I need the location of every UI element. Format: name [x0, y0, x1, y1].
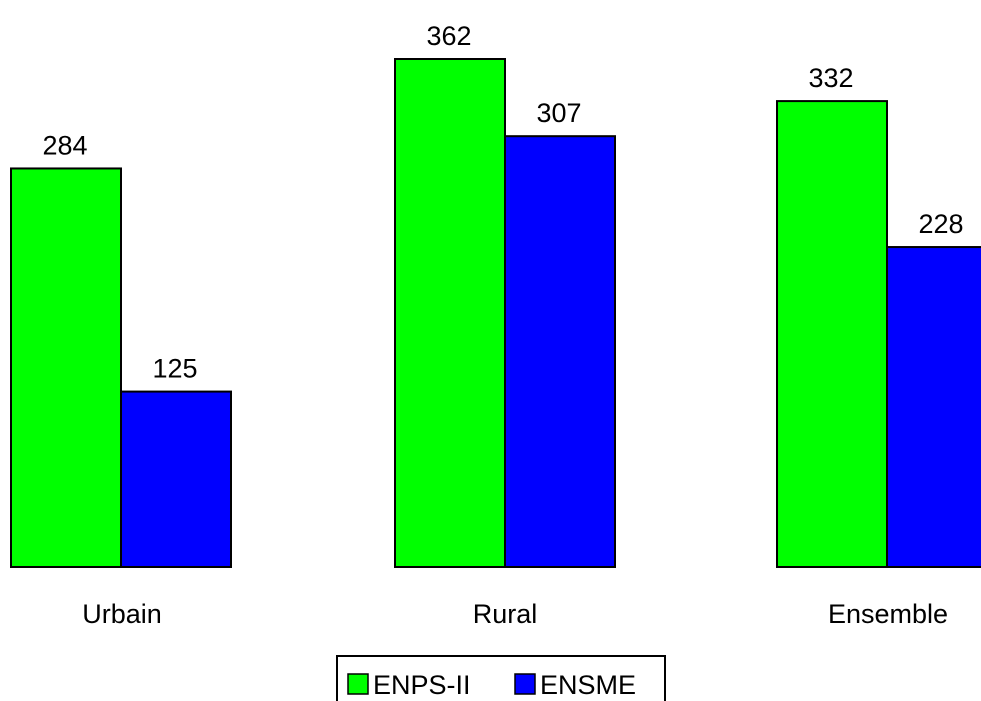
category-label-urbain: Urbain — [82, 599, 162, 629]
bar-ensemble-ensme — [886, 246, 981, 569]
data-label-ensemble-enps-ii: 332 — [808, 63, 853, 93]
bar-rural-enps-ii — [394, 58, 506, 568]
data-labels-group: 284 125 362 307 332 228 — [42, 21, 963, 384]
bars-group — [10, 58, 981, 569]
category-labels-group: Urbain Rural Ensemble — [82, 599, 948, 629]
data-label-ensemble-ensme: 228 — [918, 209, 963, 239]
legend-label-ensme: ENSME — [540, 670, 636, 700]
bar-urbain-ensme — [120, 390, 232, 568]
data-label-rural-enps-ii: 362 — [426, 21, 471, 51]
legend-border — [336, 655, 666, 701]
bar-ensemble-enps-ii — [776, 100, 888, 568]
data-label-urbain-ensme: 125 — [152, 354, 197, 384]
data-label-rural-ensme: 307 — [536, 98, 581, 128]
legend-swatch-ensme — [514, 673, 536, 695]
category-label-ensemble: Ensemble — [828, 599, 948, 629]
legend-label-enps-ii: ENPS-II — [373, 670, 471, 700]
bar-urbain-enps-ii — [10, 167, 122, 568]
data-label-urbain-enps-ii: 284 — [42, 130, 87, 160]
category-label-rural: Rural — [473, 599, 538, 629]
legend-swatch-enps-ii — [347, 673, 369, 695]
legend: ENPS-II ENSME — [336, 655, 666, 701]
bar-rural-ensme — [504, 135, 616, 569]
